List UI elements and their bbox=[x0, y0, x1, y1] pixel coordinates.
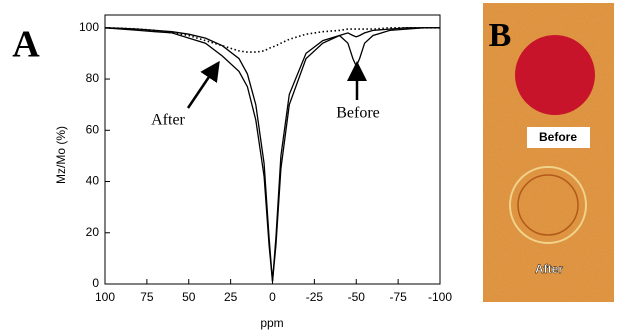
annotation: Before bbox=[336, 105, 380, 122]
plot-frame bbox=[105, 15, 440, 284]
x-tick-label: 100 bbox=[95, 290, 115, 304]
panel-label: B bbox=[489, 17, 512, 54]
y-tick-label: 80 bbox=[86, 71, 100, 85]
image-panel: Before After B bbox=[483, 3, 614, 302]
caption: After bbox=[535, 262, 563, 276]
data-line bbox=[105, 28, 440, 282]
phantom-before bbox=[515, 35, 595, 115]
annotation: After bbox=[151, 112, 185, 129]
x-tick-label: -50 bbox=[348, 290, 366, 304]
caption: Before bbox=[539, 130, 577, 144]
data-line bbox=[105, 28, 440, 282]
x-tick-label: -25 bbox=[306, 290, 324, 304]
x-tick-label: 50 bbox=[182, 290, 196, 304]
x-tick-label: 75 bbox=[140, 290, 154, 304]
panel-label: A bbox=[12, 24, 40, 66]
x-tick-label: -100 bbox=[428, 290, 452, 304]
figure: A ppm Mz/Mo (%) After Before Before Afte… bbox=[0, 0, 621, 333]
arrow bbox=[188, 65, 217, 108]
y-tick-label: 100 bbox=[79, 20, 99, 34]
x-axis-label: ppm bbox=[260, 316, 283, 330]
y-tick-label: 20 bbox=[86, 225, 100, 239]
x-tick-label: -75 bbox=[389, 290, 407, 304]
y-tick-label: 40 bbox=[86, 174, 100, 188]
y-tick-label: 0 bbox=[92, 276, 99, 290]
x-tick-label: 0 bbox=[269, 290, 276, 304]
y-tick-label: 60 bbox=[86, 122, 100, 136]
y-axis-label: Mz/Mo (%) bbox=[54, 126, 68, 184]
x-tick-label: 25 bbox=[224, 290, 238, 304]
